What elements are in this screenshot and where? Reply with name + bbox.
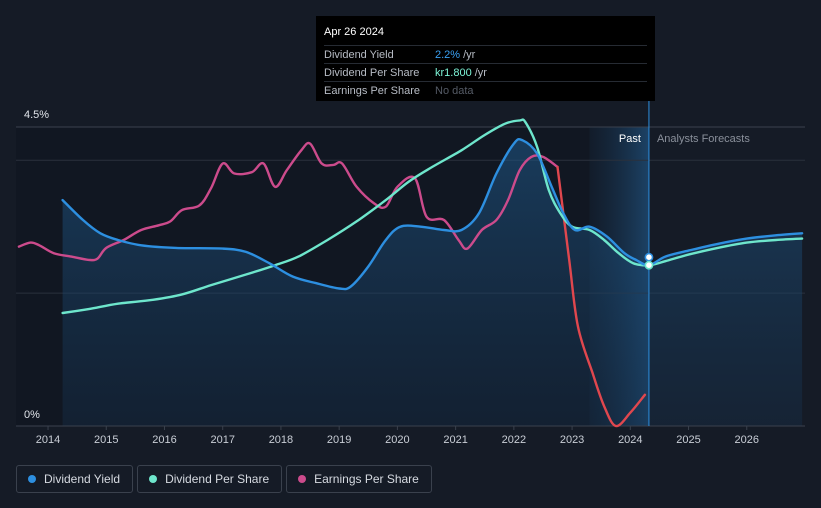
x-tick-label: 2016 (152, 434, 176, 446)
earnings-per-share-dot-icon (298, 475, 307, 483)
x-tick-label: 2020 (385, 434, 409, 446)
dividend-per-share-dot-icon (149, 475, 158, 483)
past-label: Past (619, 133, 641, 145)
x-tick-label: 2017 (210, 434, 234, 446)
x-tick-label: 2014 (36, 434, 60, 446)
tooltip-label: Earnings Per Share (324, 84, 420, 97)
legend-dividend-yield[interactable]: Dividend Yield (16, 465, 134, 493)
tooltip-value: kr1.800 (435, 66, 472, 79)
x-tick-label: 2022 (502, 434, 526, 446)
dividend-yield-area (62, 139, 803, 427)
dividend-per-share-marker (644, 260, 654, 270)
tooltip-row-earnings-per-share: Earnings Per Share No data (324, 81, 647, 99)
x-tick-label: 2025 (676, 434, 700, 446)
tooltip-unit: /yr (463, 48, 476, 61)
x-tick-label: 2018 (269, 434, 293, 446)
legend-dividend-per-share[interactable]: Dividend Per Share (137, 465, 283, 493)
dividend-yield-dot-icon (28, 475, 36, 483)
tooltip-unit: /yr (474, 66, 487, 79)
tooltip-label: Dividend Yield (324, 48, 394, 61)
y-axis-max-label: 4.5% (24, 109, 49, 121)
tooltip-value: 2.2% (435, 48, 461, 61)
x-tick-label: 2021 (443, 434, 467, 446)
analysts-forecasts-label: Analysts Forecasts (657, 133, 750, 145)
earnings-per-share-line (17, 141, 559, 262)
tooltip-row-dividend-per-share: Dividend Per Share kr1.800 /yr (324, 63, 647, 81)
dividend-per-share-line (61, 118, 804, 315)
tooltip-date: Apr 26 2024 (324, 26, 384, 38)
x-tick-label: 2023 (560, 434, 584, 446)
legend-label: Earnings Per Share (314, 472, 419, 486)
legend-earnings-per-share[interactable]: Earnings Per Share (286, 465, 432, 493)
legend: Dividend Yield Dividend Per Share Earnin… (16, 465, 432, 493)
tooltip-label: Dividend Per Share (324, 66, 420, 79)
x-tick-label: 2024 (618, 434, 642, 446)
earnings-per-share-decline-line (556, 165, 647, 428)
x-tick-label: 2015 (94, 434, 118, 446)
dividend-yield-marker (644, 252, 654, 262)
tooltip: Apr 26 2024 Dividend Yield 2.2% /yr Divi… (316, 16, 655, 101)
x-tick-label: 2026 (735, 434, 759, 446)
tooltip-row-dividend-yield: Dividend Yield 2.2% /yr (324, 45, 647, 63)
x-tick-label: 2019 (327, 434, 351, 446)
legend-label: Dividend Per Share (165, 472, 270, 486)
legend-label: Dividend Yield (44, 472, 121, 486)
tooltip-value: No data (435, 84, 474, 97)
y-axis-min-label: 0% (24, 409, 40, 421)
